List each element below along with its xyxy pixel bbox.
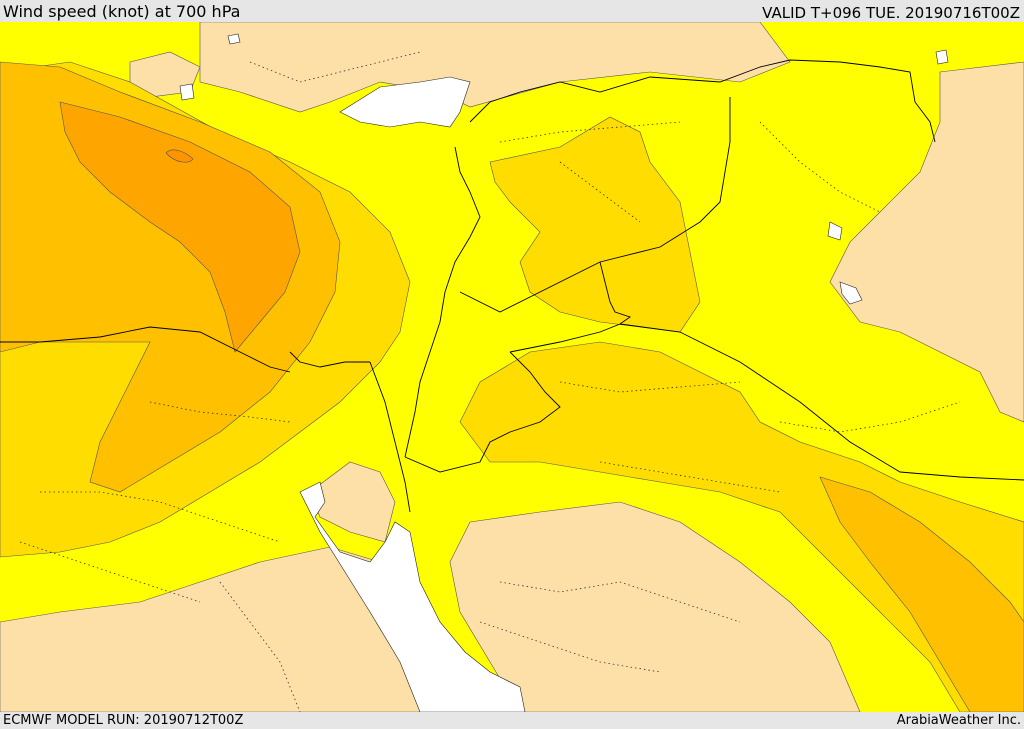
valid-time-label: VALID T+096 TUE. 20190716T00Z [762, 4, 1020, 22]
map-footer: ECMWF MODEL RUN: 20190712T00Z ArabiaWeat… [0, 712, 1024, 729]
model-run-label: ECMWF MODEL RUN: 20190712T00Z [3, 713, 244, 728]
water-red-sea [299, 481, 526, 712]
water-caspian-lakes [827, 221, 863, 305]
wind-band-gold-iraq [459, 341, 1024, 712]
wind-band-calm-sinai [309, 461, 396, 543]
weather-map [0, 22, 1024, 712]
map-title: Wind speed (knot) at 700 hPa [3, 2, 241, 21]
wind-band-calm-south [449, 501, 861, 712]
wind-band-dark-orange-cell [165, 149, 194, 163]
wind-band-calm-east [829, 61, 1024, 423]
water-small-lake [179, 33, 949, 101]
wind-band-amber-southeast [819, 476, 1024, 712]
brand-label: ArabiaWeather Inc. [896, 713, 1021, 728]
water-black-sea-edge [339, 76, 471, 128]
map-header: Wind speed (knot) at 700 hPa VALID T+096… [0, 0, 1024, 22]
wind-speed-map-svg [0, 22, 1024, 712]
national-borders [0, 59, 1024, 513]
wind-band-orange-core [59, 101, 301, 353]
admin-boundaries [19, 51, 961, 712]
wind-band-amber-west [0, 61, 341, 493]
